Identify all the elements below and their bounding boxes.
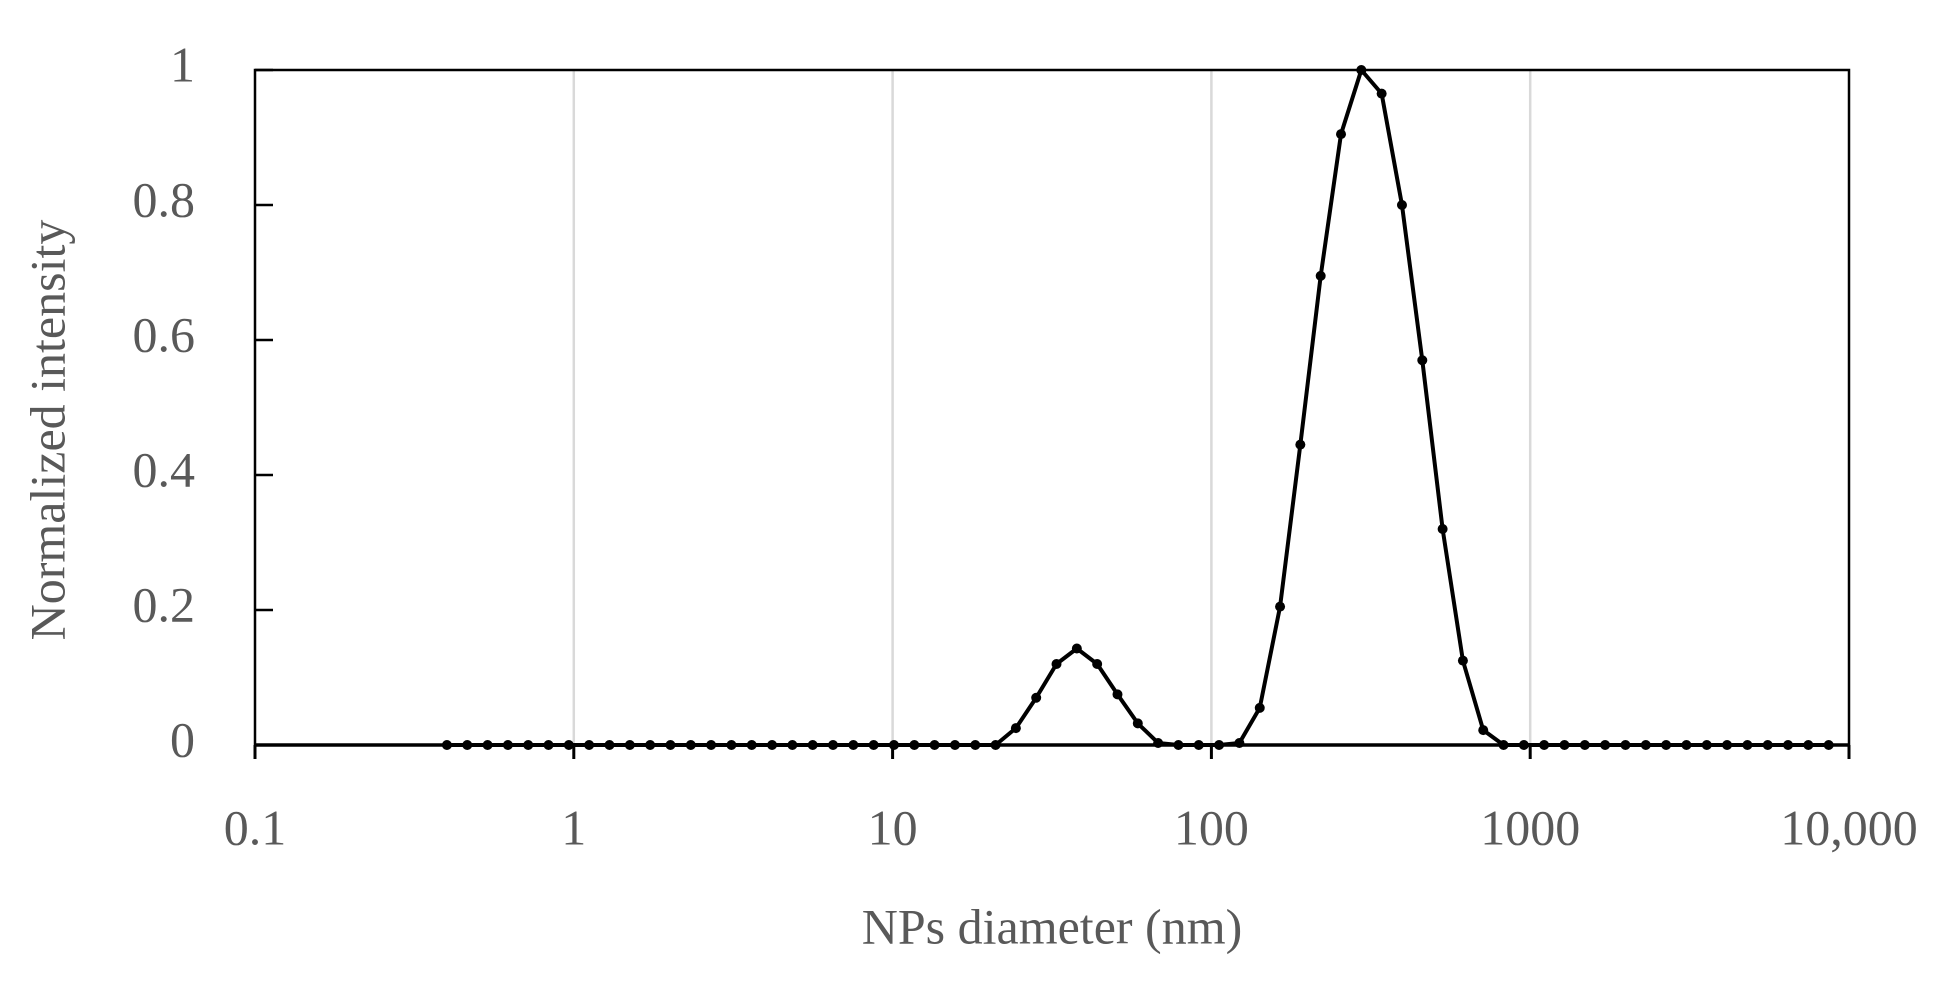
data-point [787, 740, 798, 750]
data-point [1214, 740, 1225, 750]
data-point [1783, 740, 1794, 750]
x-tick-label: 10 [868, 799, 918, 855]
data-point [1823, 740, 1834, 750]
x-tick-label: 10,000 [1780, 799, 1918, 855]
data-point [685, 740, 696, 750]
data-point [1457, 655, 1468, 666]
data-point [584, 740, 595, 750]
x-tick-label: 1 [561, 799, 586, 855]
data-point [1193, 740, 1204, 750]
data-point [1010, 723, 1021, 734]
data-point [523, 740, 534, 750]
data-point [1661, 740, 1672, 750]
data-point [1234, 737, 1245, 748]
data-point [624, 740, 635, 750]
data-point [645, 740, 656, 750]
data-point [1478, 725, 1489, 736]
data-point [1356, 65, 1367, 75]
data-point [1762, 740, 1773, 750]
y-tick-label: 0.2 [133, 576, 196, 632]
y-tick-label: 0 [170, 711, 195, 767]
data-point [1336, 129, 1347, 140]
data-point [1112, 689, 1123, 700]
data-point [726, 740, 737, 750]
data-point [1417, 355, 1428, 366]
data-point [929, 740, 940, 750]
data-point [1376, 88, 1387, 99]
data-point [807, 740, 818, 750]
y-tick-label: 1 [170, 36, 195, 92]
data-point [1437, 524, 1448, 534]
data-point [1701, 740, 1712, 750]
x-tick-label: 0.1 [224, 799, 287, 855]
data-point [949, 740, 960, 750]
data-point [665, 740, 676, 750]
plot-frame [253, 68, 1851, 747]
data-point [1600, 740, 1611, 750]
y-tick-label: 0.8 [133, 171, 196, 227]
data-point [767, 740, 778, 750]
data-point [706, 740, 717, 750]
data-point [1153, 737, 1164, 748]
x-tick-label: 1000 [1480, 799, 1580, 855]
data-point [462, 740, 473, 750]
data-point [1173, 740, 1184, 750]
data-point [543, 740, 554, 750]
data-point [1315, 270, 1326, 281]
data-point [970, 740, 981, 750]
data-point [909, 740, 920, 750]
data-point [1071, 643, 1082, 654]
data-point [990, 740, 1001, 750]
data-point [502, 740, 513, 750]
data-point [1620, 740, 1631, 750]
data-point [1539, 740, 1550, 750]
data-point [1518, 740, 1529, 750]
data-point [441, 740, 452, 750]
data-point [848, 740, 859, 750]
data-point [828, 740, 839, 750]
data-point [1742, 740, 1753, 750]
data-point [888, 740, 899, 750]
data-point [868, 740, 879, 750]
data-line [446, 68, 1829, 747]
x-tick-label: 100 [1174, 799, 1249, 855]
data-point [1803, 740, 1814, 750]
data-point [604, 740, 615, 750]
y-tick-label: 0.4 [133, 441, 196, 497]
data-point [1498, 740, 1509, 750]
data-point [1722, 740, 1733, 750]
data-point [1254, 702, 1265, 713]
data-point [1031, 692, 1042, 703]
data-point [1559, 740, 1570, 750]
data-point [1092, 659, 1103, 669]
data-point [1579, 740, 1590, 750]
data-point [1640, 740, 1651, 750]
data-point [1681, 740, 1692, 750]
x-axis-title: NPs diameter (nm) [862, 898, 1242, 954]
y-axis-title: Normalized intensity [19, 220, 75, 641]
data-point [746, 740, 757, 750]
data-point [482, 740, 493, 750]
data-point [1275, 601, 1286, 612]
data-point [1051, 659, 1062, 669]
y-tick-label: 0.6 [133, 306, 196, 362]
data-point [563, 740, 574, 750]
data-point [1396, 200, 1407, 210]
data-point [1295, 439, 1306, 450]
data-point [1132, 718, 1143, 729]
